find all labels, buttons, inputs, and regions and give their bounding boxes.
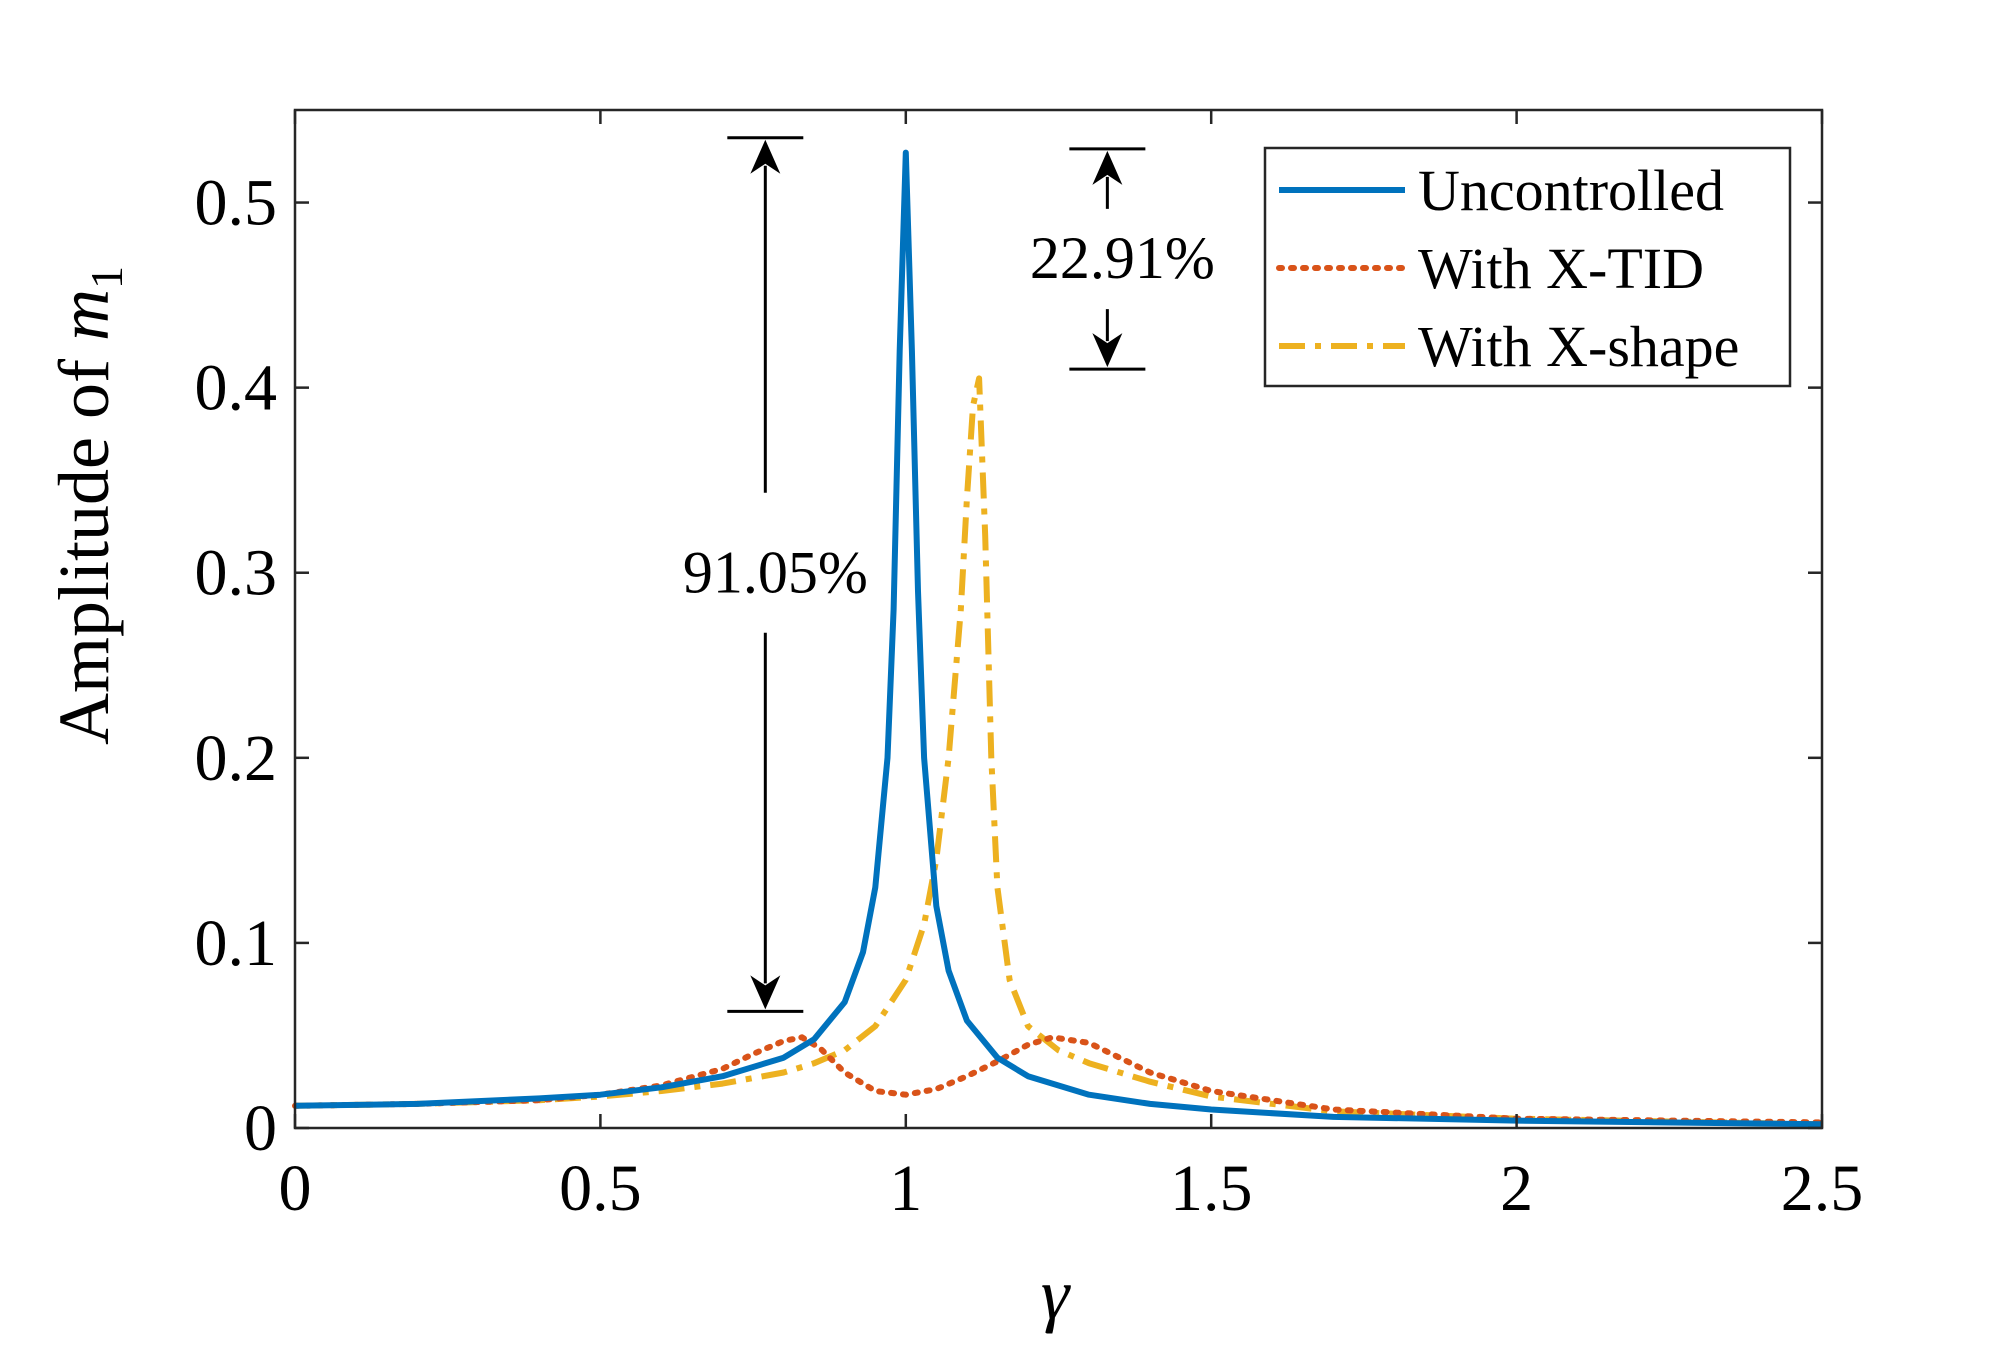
annotation-label: 22.91%	[1030, 225, 1215, 291]
x-tick-label: 1.5	[1170, 1152, 1253, 1225]
x-tick-label: 2.5	[1781, 1152, 1864, 1225]
y-tick-label: 0.1	[195, 907, 278, 980]
annotation-label: 91.05%	[683, 540, 868, 606]
annotation-9105: 91.05%	[683, 136, 868, 1013]
x-tick-label: 2	[1500, 1152, 1533, 1225]
series-line-with-x-shape	[294, 375, 1823, 1128]
legend-label: Uncontrolled	[1418, 158, 1724, 223]
y-tick-label: 0	[244, 1092, 277, 1165]
y-axis-title-text: Amplitude of	[44, 341, 124, 745]
series-line-uncontrolled	[294, 149, 1823, 1128]
annotation-2291: 22.91%	[1030, 147, 1215, 371]
annotation-arrowhead	[750, 975, 781, 1010]
x-tick-label: 0	[279, 1152, 312, 1225]
legend: Uncontrolled With X-TID With X-shape	[1263, 146, 1792, 388]
annotation-arrowhead	[1092, 150, 1123, 185]
legend-label: With X-shape	[1418, 314, 1739, 379]
series-lines	[292, 149, 1825, 1128]
y-tick-label: 0.2	[195, 722, 278, 795]
series-line-with-x-tid	[292, 1034, 1825, 1126]
x-axis-title: γ	[1041, 1254, 1071, 1334]
annotations: 91.05% 22.91%	[683, 136, 1215, 1013]
legend-label: With X-TID	[1418, 236, 1704, 301]
y-axis-title-var: m	[44, 289, 124, 341]
axis-ticks: 0 0.5 1 1.5 2 2.5 0 0.1 0.2 0.3 0.4 0.5	[195, 110, 1864, 1225]
y-axis-title: Amplitude of m1	[44, 266, 132, 745]
y-tick-label: 0.4	[195, 352, 278, 425]
y-axis-title-sub: 1	[81, 266, 132, 289]
x-tick-label: 1	[889, 1152, 922, 1225]
annotation-arrowhead	[1092, 333, 1123, 368]
y-tick-label: 0.5	[195, 167, 278, 240]
x-tick-label: 0.5	[559, 1152, 642, 1225]
plot-frame	[293, 108, 1824, 1130]
y-tick-label: 0.3	[195, 537, 278, 610]
annotation-arrowhead	[750, 139, 781, 174]
